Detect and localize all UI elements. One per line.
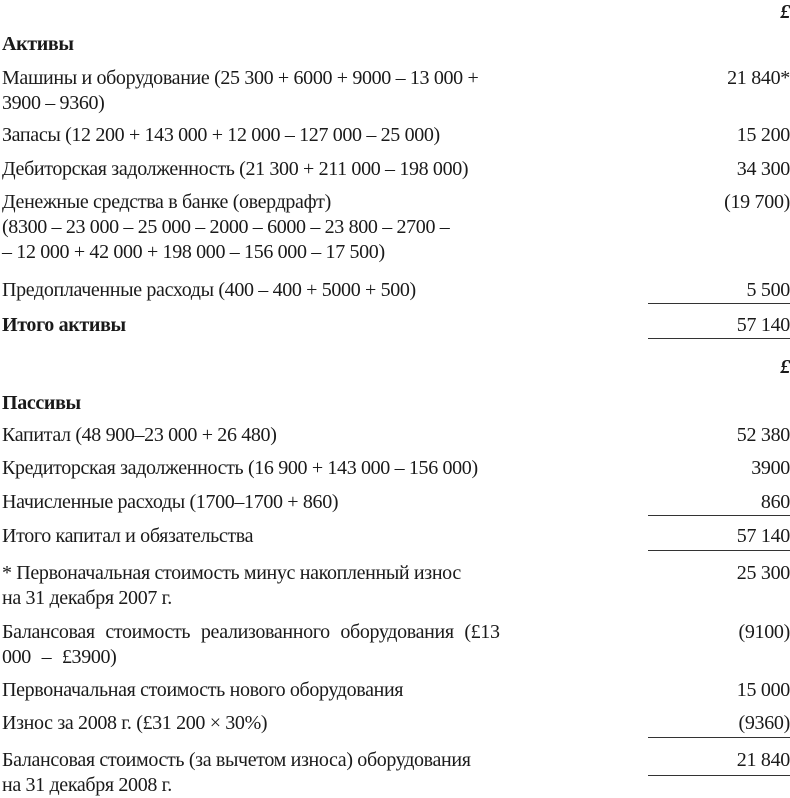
table-row: Денежные средства в банке (овердрафт) (8… [0,190,790,263]
row-value: 21 840 [736,749,790,771]
row-label: Запасы (12 200 + 143 000 + 12 000 – 127 … [2,124,440,146]
subtotal-rule [648,515,790,516]
row-label: Кредиторская задолженность (16 900 + 143… [2,457,478,479]
row-value: (9360) [738,712,790,734]
table-row: Капитал (48 900–23 000 + 26 480) 52 380 [0,423,790,448]
liabilities-currency-header: £ [0,355,790,380]
row-value: 21 840* [727,67,790,89]
currency-symbol: £ [780,356,790,378]
table-row: Предоплаченные расходы (400 – 400 + 5000… [0,278,790,303]
row-label: Износ за 2008 г. (£31 200 × 30%) [2,712,268,734]
row-label: Машины и оборудование (25 300 + 6000 + 9… [2,67,479,114]
row-value: 15 200 [736,124,790,146]
footnote-row: Балансовая стоимость (за вычетом износа)… [0,748,790,796]
total-rule [648,775,790,776]
currency-symbol: £ [780,1,790,23]
row-label: Дебиторская задолженность (21 300 + 211 … [2,158,469,180]
row-label: * Первоначальная стоимость минус накопле… [2,562,461,609]
subtotal-rule [648,737,790,738]
row-label: Капитал (48 900–23 000 + 26 480) [2,424,277,446]
assets-heading-row: Активы [0,32,790,57]
assets-total-row: Итого активы 57 140 [0,313,790,338]
table-row: Машины и оборудование (25 300 + 6000 + 9… [0,66,790,114]
footnote-row: Первоначальная стоимость нового оборудов… [0,678,790,703]
assets-currency-header: £ [0,0,790,25]
row-label: Балансовая стоимость реализованного обор… [2,621,500,668]
row-label: Предоплаченные расходы (400 – 400 + 5000… [2,279,416,301]
table-row: Начисленные расходы (1700–1700 + 860) 86… [0,490,790,515]
row-label: Начисленные расходы (1700–1700 + 860) [2,491,339,513]
total-value: 57 140 [736,314,790,336]
footnote-row: Износ за 2008 г. (£31 200 × 30%) (9360) [0,711,790,736]
row-label: Денежные средства в банке (овердрафт) (8… [2,191,450,263]
total-label: Итого активы [2,314,126,336]
row-value: 860 [760,491,790,513]
row-value: 15 000 [736,679,790,701]
subtotal-rule [648,303,790,304]
row-value: (19 700) [724,191,790,213]
row-label: Первоначальная стоимость нового оборудов… [2,679,404,701]
row-value: 3900 [751,457,790,479]
row-value: 52 380 [736,424,790,446]
table-row: Дебиторская задолженность (21 300 + 211 … [0,157,790,182]
row-value: 25 300 [736,562,790,584]
footnote-row: Балансовая стоимость реализованного обор… [0,620,790,668]
row-value: 34 300 [736,158,790,180]
table-row: Запасы (12 200 + 143 000 + 12 000 – 127 … [0,123,790,148]
total-rule [648,338,790,339]
liabilities-total-row: Итого капитал и обязательства 57 140 [0,524,790,549]
row-value: (9100) [738,621,790,643]
liabilities-heading: Пассивы [2,392,81,414]
footnote-row: * Первоначальная стоимость минус накопле… [0,561,790,609]
row-label: Балансовая стоимость (за вычетом износа)… [2,749,471,796]
table-row: Кредиторская задолженность (16 900 + 143… [0,456,790,481]
liabilities-heading-row: Пассивы [0,391,790,416]
total-value: 57 140 [736,525,790,547]
assets-heading: Активы [2,33,74,55]
row-value: 5 500 [746,279,790,301]
total-label: Итого капитал и обязательства [2,525,254,547]
total-rule [648,550,790,551]
